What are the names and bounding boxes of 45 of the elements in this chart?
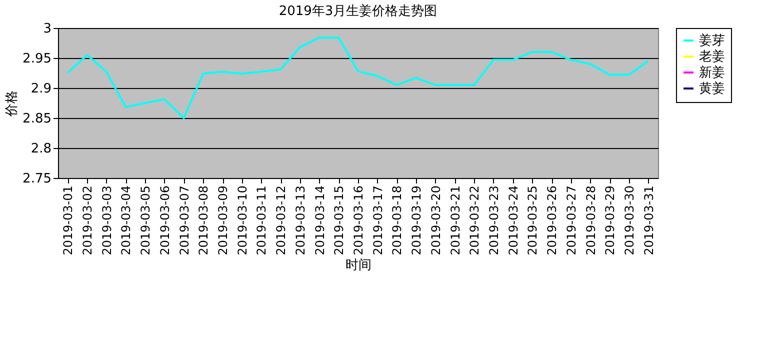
legend-label: 新姜 bbox=[699, 64, 725, 80]
x-tick-label: 2019-03-11 bbox=[254, 186, 269, 256]
x-tick-label: 2019-03-26 bbox=[545, 186, 560, 256]
chart-title: 2019年3月生姜价格走势图 bbox=[278, 3, 438, 19]
x-axis-title: 时间 bbox=[346, 258, 372, 274]
x-tick-label: 2019-03-20 bbox=[428, 186, 443, 256]
x-tick-label: 2019-03-13 bbox=[293, 186, 308, 256]
x-tick-label: 2019-03-24 bbox=[506, 186, 520, 256]
x-tick-label: 2019-03-04 bbox=[119, 186, 134, 256]
x-tick-label: 2019-03-27 bbox=[564, 186, 578, 256]
x-tick-label: 2019-03-12 bbox=[274, 186, 288, 256]
x-tick-label: 2019-03-07 bbox=[177, 186, 192, 256]
legend-label: 老姜 bbox=[699, 48, 725, 64]
legend-label: 姜芽 bbox=[699, 32, 725, 48]
y-axis-title: 价格 bbox=[4, 90, 20, 118]
x-tick-label: 2019-03-23 bbox=[486, 186, 501, 256]
x-tick-label: 2019-03-18 bbox=[390, 186, 404, 256]
x-tick-label: 2019-03-28 bbox=[584, 186, 598, 256]
x-tick-label: 2019-03-22 bbox=[468, 186, 482, 256]
x-tick-label: 2019-03-31 bbox=[642, 186, 656, 256]
y-tick-label: 2.8 bbox=[30, 142, 52, 156]
x-tick-label: 2019-03-08 bbox=[196, 186, 211, 256]
x-tick-label: 2019-03-09 bbox=[216, 186, 230, 256]
x-tick-label: 2019-03-30 bbox=[622, 186, 636, 256]
x-tick-label: 2019-03-02 bbox=[80, 186, 95, 256]
x-tick-label: 2019-03-15 bbox=[332, 186, 346, 256]
x-tick-label: 2019-03-25 bbox=[526, 186, 540, 256]
x-tick-label: 2019-03-10 bbox=[235, 186, 250, 256]
y-tick-label: 2.85 bbox=[22, 112, 52, 126]
x-tick-label: 2019-03-19 bbox=[410, 186, 424, 256]
x-tick-label: 2019-03-06 bbox=[158, 186, 172, 256]
y-tick-label: 2.95 bbox=[22, 52, 52, 66]
x-tick-label: 2019-03-21 bbox=[448, 186, 462, 256]
x-tick-label: 2019-03-05 bbox=[138, 186, 153, 256]
y-tick-label: 3 bbox=[43, 22, 52, 36]
x-tick-label: 2019-03-03 bbox=[100, 186, 114, 256]
x-tick-label: 2019-03-29 bbox=[603, 186, 618, 256]
x-tick-label: 2019-03-01 bbox=[61, 186, 76, 256]
y-tick-label: 2.75 bbox=[22, 172, 52, 186]
y-tick-label: 2.9 bbox=[30, 82, 52, 96]
line-series bbox=[66, 36, 650, 119]
x-tick-label: 2019-03-14 bbox=[312, 186, 327, 256]
x-tick-label: 2019-03-17 bbox=[370, 186, 385, 256]
x-tick-label: 2019-03-16 bbox=[352, 186, 366, 256]
legend-label: 黄姜 bbox=[699, 80, 725, 96]
